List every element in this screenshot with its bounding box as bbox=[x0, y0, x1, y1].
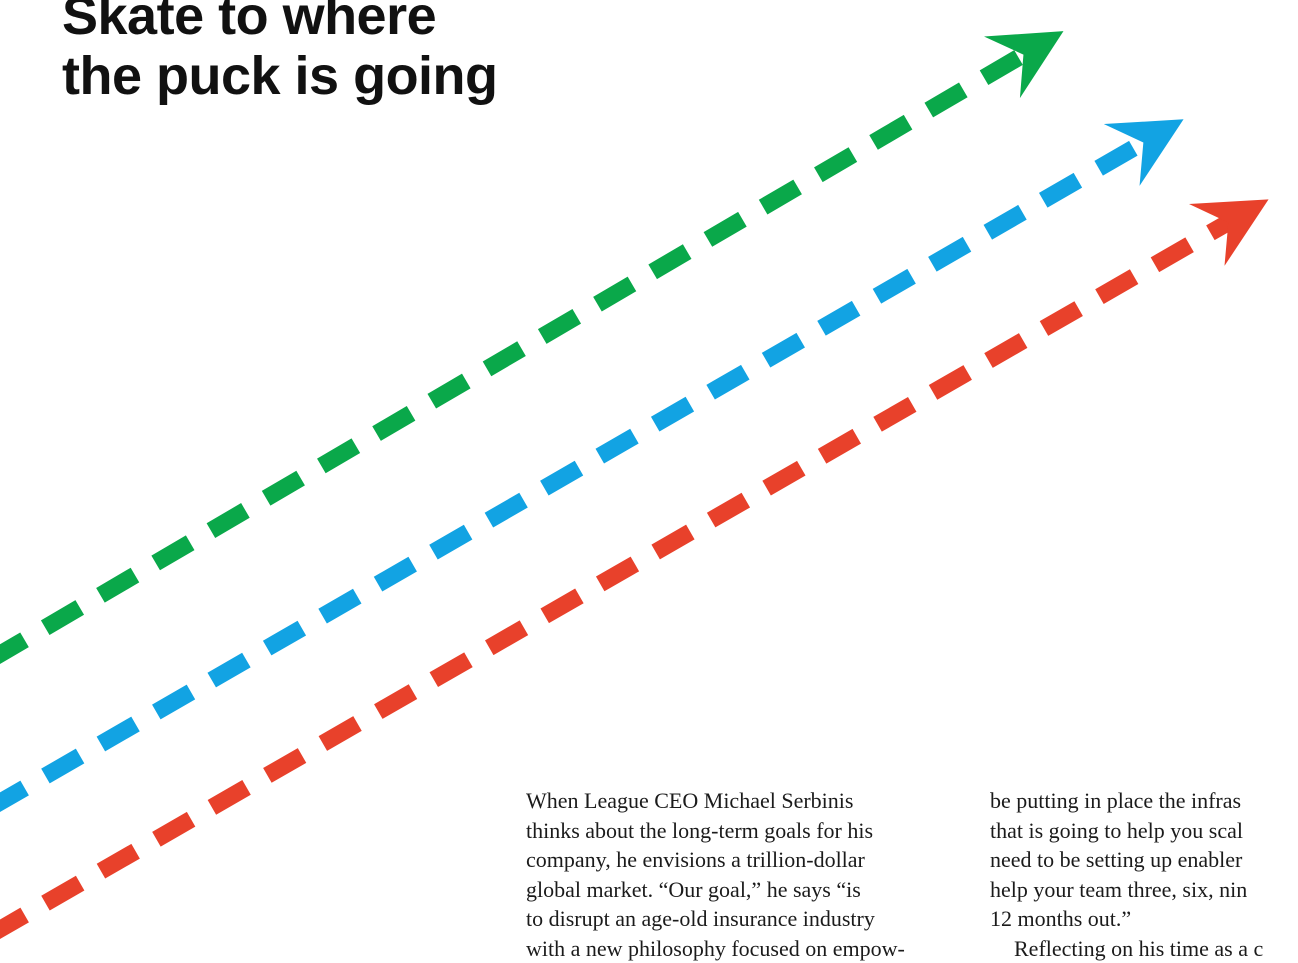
body-line: 12 months out.” bbox=[990, 904, 1298, 934]
body-line: When League CEO Michael Serbinis bbox=[526, 786, 966, 816]
body-line: with a new philosophy focused on empow- bbox=[526, 934, 966, 963]
green-dashed-arrow bbox=[0, 42, 1045, 660]
body-line: global market. “Our goal,” he says “is bbox=[526, 875, 966, 905]
headline-line-2: the puck is going bbox=[62, 46, 498, 106]
body-line: be putting in place the infras bbox=[990, 786, 1298, 816]
blue-dashed-arrow bbox=[0, 130, 1165, 808]
body-line: Reflecting on his time as a c bbox=[990, 934, 1298, 963]
body-line: need to be setting up enabler bbox=[990, 845, 1298, 875]
body-line: thinks about the long-term goals for his bbox=[526, 816, 966, 846]
body-line: help your team three, six, nin bbox=[990, 875, 1298, 905]
headline: Skate to where the puck is going bbox=[62, 0, 498, 106]
headline-line-1: Skate to where bbox=[62, 0, 498, 46]
body-line: that is going to help you scal bbox=[990, 816, 1298, 846]
body-line: to disrupt an age-old insurance industry bbox=[526, 904, 966, 934]
body-column-1: When League CEO Michael Serbinis thinks … bbox=[526, 786, 966, 963]
body-column-2: be putting in place the infras that is g… bbox=[990, 786, 1298, 963]
body-line: company, he envisions a trillion-dollar bbox=[526, 845, 966, 875]
